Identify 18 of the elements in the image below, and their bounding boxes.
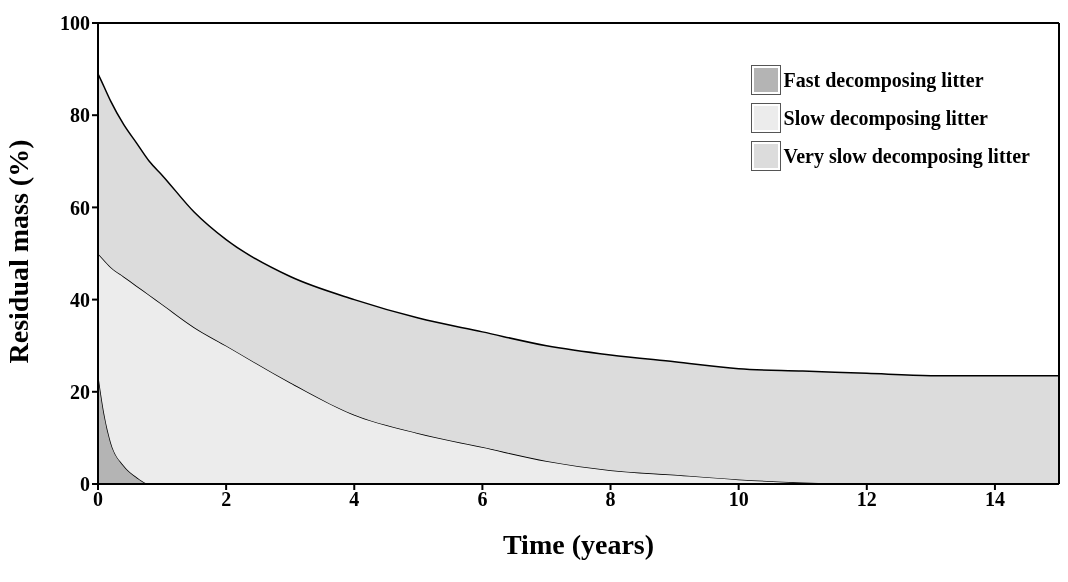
- y-tick-label: 80: [70, 104, 90, 127]
- legend-label: Slow decomposing litter: [783, 106, 988, 130]
- x-tick-label: 8: [605, 488, 616, 511]
- x-tick-label: 6: [477, 488, 488, 511]
- x-tick-label: 10: [728, 488, 749, 511]
- x-axis-title: Time (years): [502, 529, 655, 560]
- legend-label: Very slow decomposing litter: [783, 144, 1030, 168]
- y-tick-label: 40: [70, 288, 90, 311]
- y-tick-label: 20: [70, 380, 90, 403]
- y-tick-label: 60: [70, 196, 90, 219]
- x-tick-label: 12: [856, 488, 877, 511]
- x-tick-label: 2: [221, 488, 232, 511]
- x-tick-label: 14: [984, 488, 1005, 511]
- y-tick-label: 0: [80, 473, 90, 496]
- x-tick-label: 4: [349, 488, 360, 511]
- y-tick-label: 100: [60, 12, 90, 35]
- y-axis-title: Residual mass (%): [2, 139, 34, 364]
- legend-label: Fast decomposing litter: [783, 68, 984, 92]
